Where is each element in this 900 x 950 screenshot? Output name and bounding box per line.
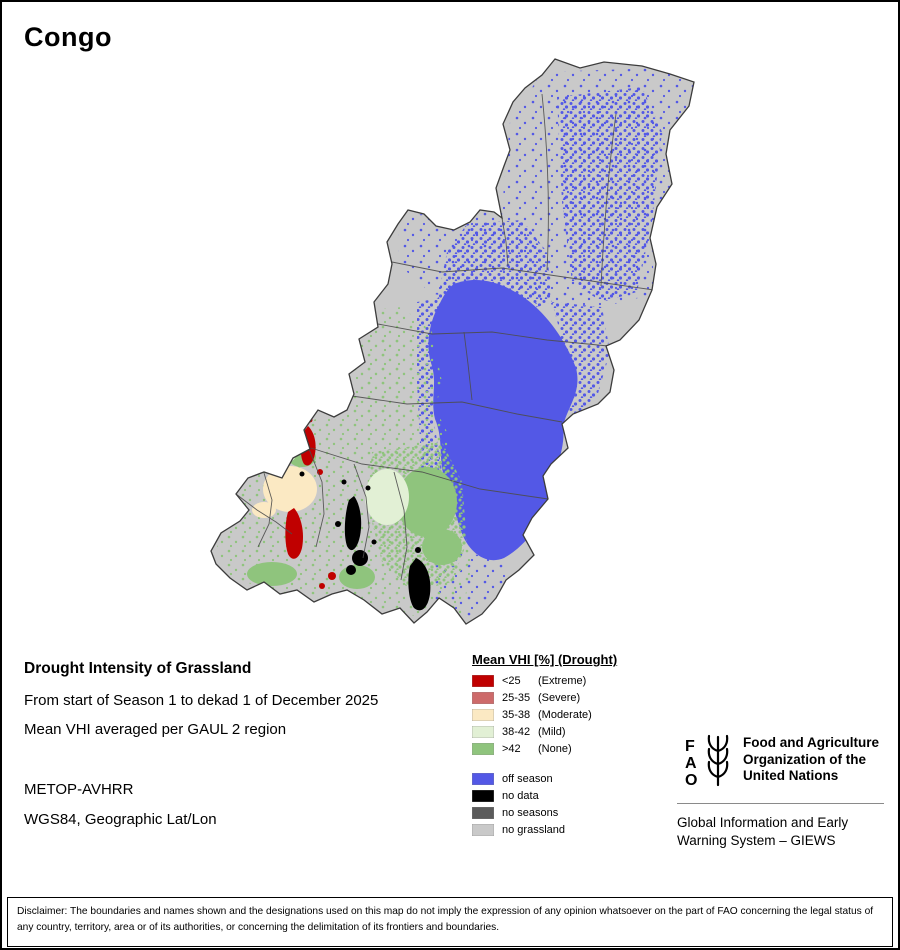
legend-qualifier: (Severe) xyxy=(538,692,581,704)
legend-item-severe: 25-35 (Severe) xyxy=(472,692,662,704)
legend-item-mild: 38-42 (Mild) xyxy=(472,726,662,738)
fao-logo: F A O xyxy=(685,734,729,789)
legend-label: off season xyxy=(502,773,553,785)
giews-line: Global Information and Early xyxy=(677,815,849,830)
legend-swatch-off-season xyxy=(472,773,494,785)
legend-qualifier: (None) xyxy=(538,743,572,755)
giews-name: Global Information and Early Warning Sys… xyxy=(677,814,848,850)
legend-item-extreme: <25 (Extreme) xyxy=(472,675,662,687)
legend-item-moderate: 35-38 (Moderate) xyxy=(472,709,662,721)
legend: Mean VHI [%] (Drought) <25 (Extreme) 25-… xyxy=(472,652,662,841)
org-name: Food and Agriculture Organization of the… xyxy=(743,735,879,785)
map-sensor-text: METOP-AVHRR xyxy=(24,781,134,798)
fao-letter-o: O xyxy=(685,772,697,789)
off-season-region xyxy=(428,280,578,561)
legend-swatch-extreme xyxy=(472,675,494,687)
legend-title: Mean VHI [%] (Drought) xyxy=(472,652,618,667)
region-boundaries xyxy=(235,93,655,581)
legend-value: >42 xyxy=(502,743,521,755)
org-name-line: United Nations xyxy=(743,768,839,783)
wheat-ear-icon xyxy=(707,734,729,787)
legend-extras: off season no data no seasons no grassla… xyxy=(472,773,662,836)
legend-item-off-season: off season xyxy=(472,773,662,785)
map-subject-heading: Drought Intensity of Grassland xyxy=(24,660,252,677)
legend-value: 25-35 xyxy=(502,692,531,704)
legend-swatch-no-seasons xyxy=(472,807,494,819)
org-name-line: Organization of the xyxy=(743,751,866,767)
legend-swatch-moderate xyxy=(472,709,494,721)
legend-swatch-severe xyxy=(472,692,494,704)
legend-swatch-no-grassland xyxy=(472,824,494,836)
legend-value: 38-42 xyxy=(502,726,531,738)
map-projection-text: WGS84, Geographic Lat/Lon xyxy=(24,811,217,828)
off-season-speckle-east xyxy=(557,87,662,302)
legend-label: no data xyxy=(502,790,539,802)
giews-line: Warning System – GIEWS xyxy=(677,833,836,848)
legend-label: no grassland xyxy=(502,824,565,836)
legend-qualifier: (Extreme) xyxy=(538,675,587,687)
legend-qualifier: (Moderate) xyxy=(538,709,592,721)
map-period-text: From start of Season 1 to dekad 1 of Dec… xyxy=(24,692,379,709)
grassland-speckle-west xyxy=(352,307,442,432)
legend-item-no-data: no data xyxy=(472,790,662,802)
legend-qualifier: (Mild) xyxy=(538,726,566,738)
fao-letter-f: F xyxy=(685,738,695,755)
legend-label: no seasons xyxy=(502,807,559,819)
no-data-blobs xyxy=(299,471,431,611)
map-aggregation-text: Mean VHI averaged per GAUL 2 region xyxy=(24,721,287,738)
footer-divider xyxy=(677,803,884,804)
legend-swatch-mild xyxy=(472,726,494,738)
fao-letter-a: A xyxy=(685,755,697,772)
org-name-line: Food and Agriculture xyxy=(743,735,879,750)
legend-item-none: >42 (None) xyxy=(472,743,662,755)
legend-value: 35-38 xyxy=(502,709,531,721)
map-data-layers xyxy=(217,68,694,617)
legend-swatch-no-data xyxy=(472,790,494,802)
legend-swatch-none xyxy=(472,743,494,755)
page-title: Congo xyxy=(24,22,112,52)
legend-item-no-grassland: no grassland xyxy=(472,824,662,836)
legend-value: <25 xyxy=(502,675,521,687)
legend-item-no-seasons: no seasons xyxy=(472,807,662,819)
disclaimer: Disclaimer: The boundaries and names sho… xyxy=(7,897,893,947)
